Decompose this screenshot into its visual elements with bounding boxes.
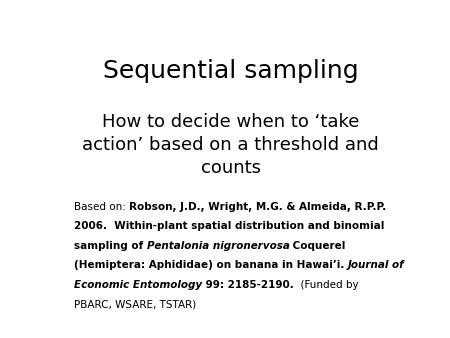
Text: Robson, J.D., Wright, M.G. & Almeida, R.P.P.: Robson, J.D., Wright, M.G. & Almeida, R.… [129, 202, 386, 212]
Text: Pentalonia nigronervosa: Pentalonia nigronervosa [147, 241, 289, 251]
Text: (Funded by: (Funded by [293, 280, 358, 290]
Text: 99: 2185-2190.: 99: 2185-2190. [202, 280, 293, 290]
Text: Based on:: Based on: [74, 202, 129, 212]
Text: How to decide when to ‘take
action’ based on a threshold and
counts: How to decide when to ‘take action’ base… [82, 114, 379, 177]
Text: Coquerel: Coquerel [289, 241, 346, 251]
Text: PBARC, WSARE, TSTAR): PBARC, WSARE, TSTAR) [74, 299, 196, 310]
Text: Sequential sampling: Sequential sampling [103, 59, 359, 83]
Text: 2006.  Within-plant spatial distribution and binomial: 2006. Within-plant spatial distribution … [74, 221, 384, 232]
Text: Journal of: Journal of [348, 261, 404, 270]
Text: Economic Entomology: Economic Entomology [74, 280, 202, 290]
Text: sampling of: sampling of [74, 241, 147, 251]
Text: (Hemiptera: Aphididae) on banana in Hawai’i.: (Hemiptera: Aphididae) on banana in Hawa… [74, 261, 348, 270]
